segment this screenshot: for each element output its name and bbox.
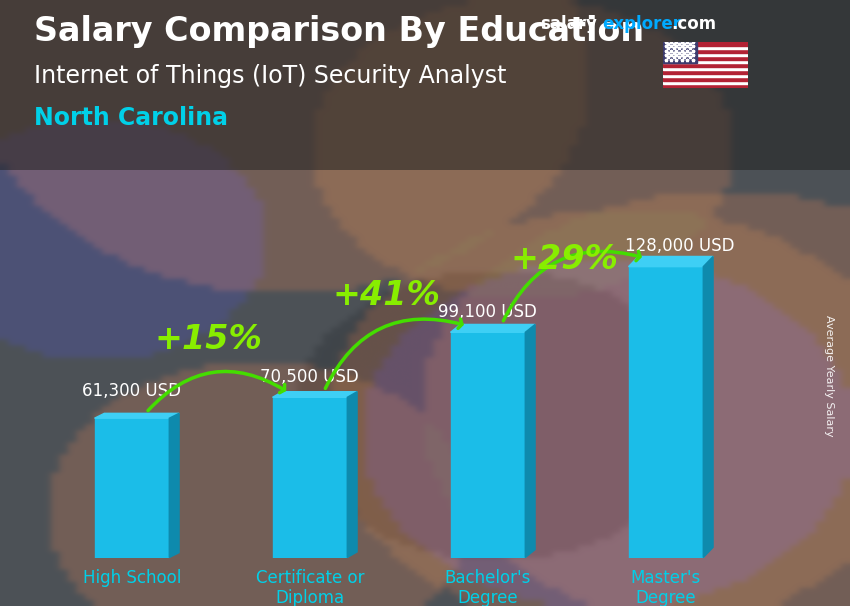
Bar bbox=[663, 42, 697, 64]
Bar bbox=[663, 60, 748, 64]
Text: Salary Comparison By Education: Salary Comparison By Education bbox=[34, 15, 644, 48]
Polygon shape bbox=[450, 324, 535, 332]
Text: 99,100 USD: 99,100 USD bbox=[438, 303, 537, 321]
Polygon shape bbox=[94, 418, 169, 558]
Text: 61,300 USD: 61,300 USD bbox=[82, 382, 181, 400]
Polygon shape bbox=[348, 391, 357, 558]
Polygon shape bbox=[525, 324, 535, 558]
Polygon shape bbox=[273, 391, 357, 398]
Bar bbox=[663, 67, 748, 70]
Bar bbox=[663, 84, 748, 88]
Bar bbox=[663, 78, 748, 81]
Text: 128,000 USD: 128,000 USD bbox=[625, 238, 734, 255]
Text: +15%: +15% bbox=[155, 323, 263, 356]
Bar bbox=[663, 42, 748, 46]
Text: North Carolina: North Carolina bbox=[34, 106, 228, 130]
Polygon shape bbox=[628, 267, 703, 558]
Text: Average Yearly Salary: Average Yearly Salary bbox=[824, 315, 834, 436]
Bar bbox=[663, 56, 748, 60]
Bar bbox=[663, 46, 748, 50]
Bar bbox=[663, 74, 748, 78]
Text: +29%: +29% bbox=[511, 243, 619, 276]
Text: explorer: explorer bbox=[602, 15, 681, 33]
Text: Internet of Things (IoT) Security Analyst: Internet of Things (IoT) Security Analys… bbox=[34, 64, 507, 88]
Polygon shape bbox=[169, 413, 179, 558]
Text: +41%: +41% bbox=[332, 279, 440, 312]
Bar bbox=[663, 53, 748, 56]
Polygon shape bbox=[273, 398, 348, 558]
Bar bbox=[663, 50, 748, 53]
Polygon shape bbox=[628, 256, 713, 267]
Polygon shape bbox=[94, 413, 179, 418]
Bar bbox=[663, 64, 748, 67]
Polygon shape bbox=[703, 256, 713, 558]
Text: 70,500 USD: 70,500 USD bbox=[260, 368, 359, 386]
Polygon shape bbox=[450, 332, 525, 558]
Bar bbox=[663, 81, 748, 84]
Bar bbox=[663, 70, 748, 74]
Text: .com: .com bbox=[672, 15, 717, 33]
Text: salary: salary bbox=[540, 15, 597, 33]
